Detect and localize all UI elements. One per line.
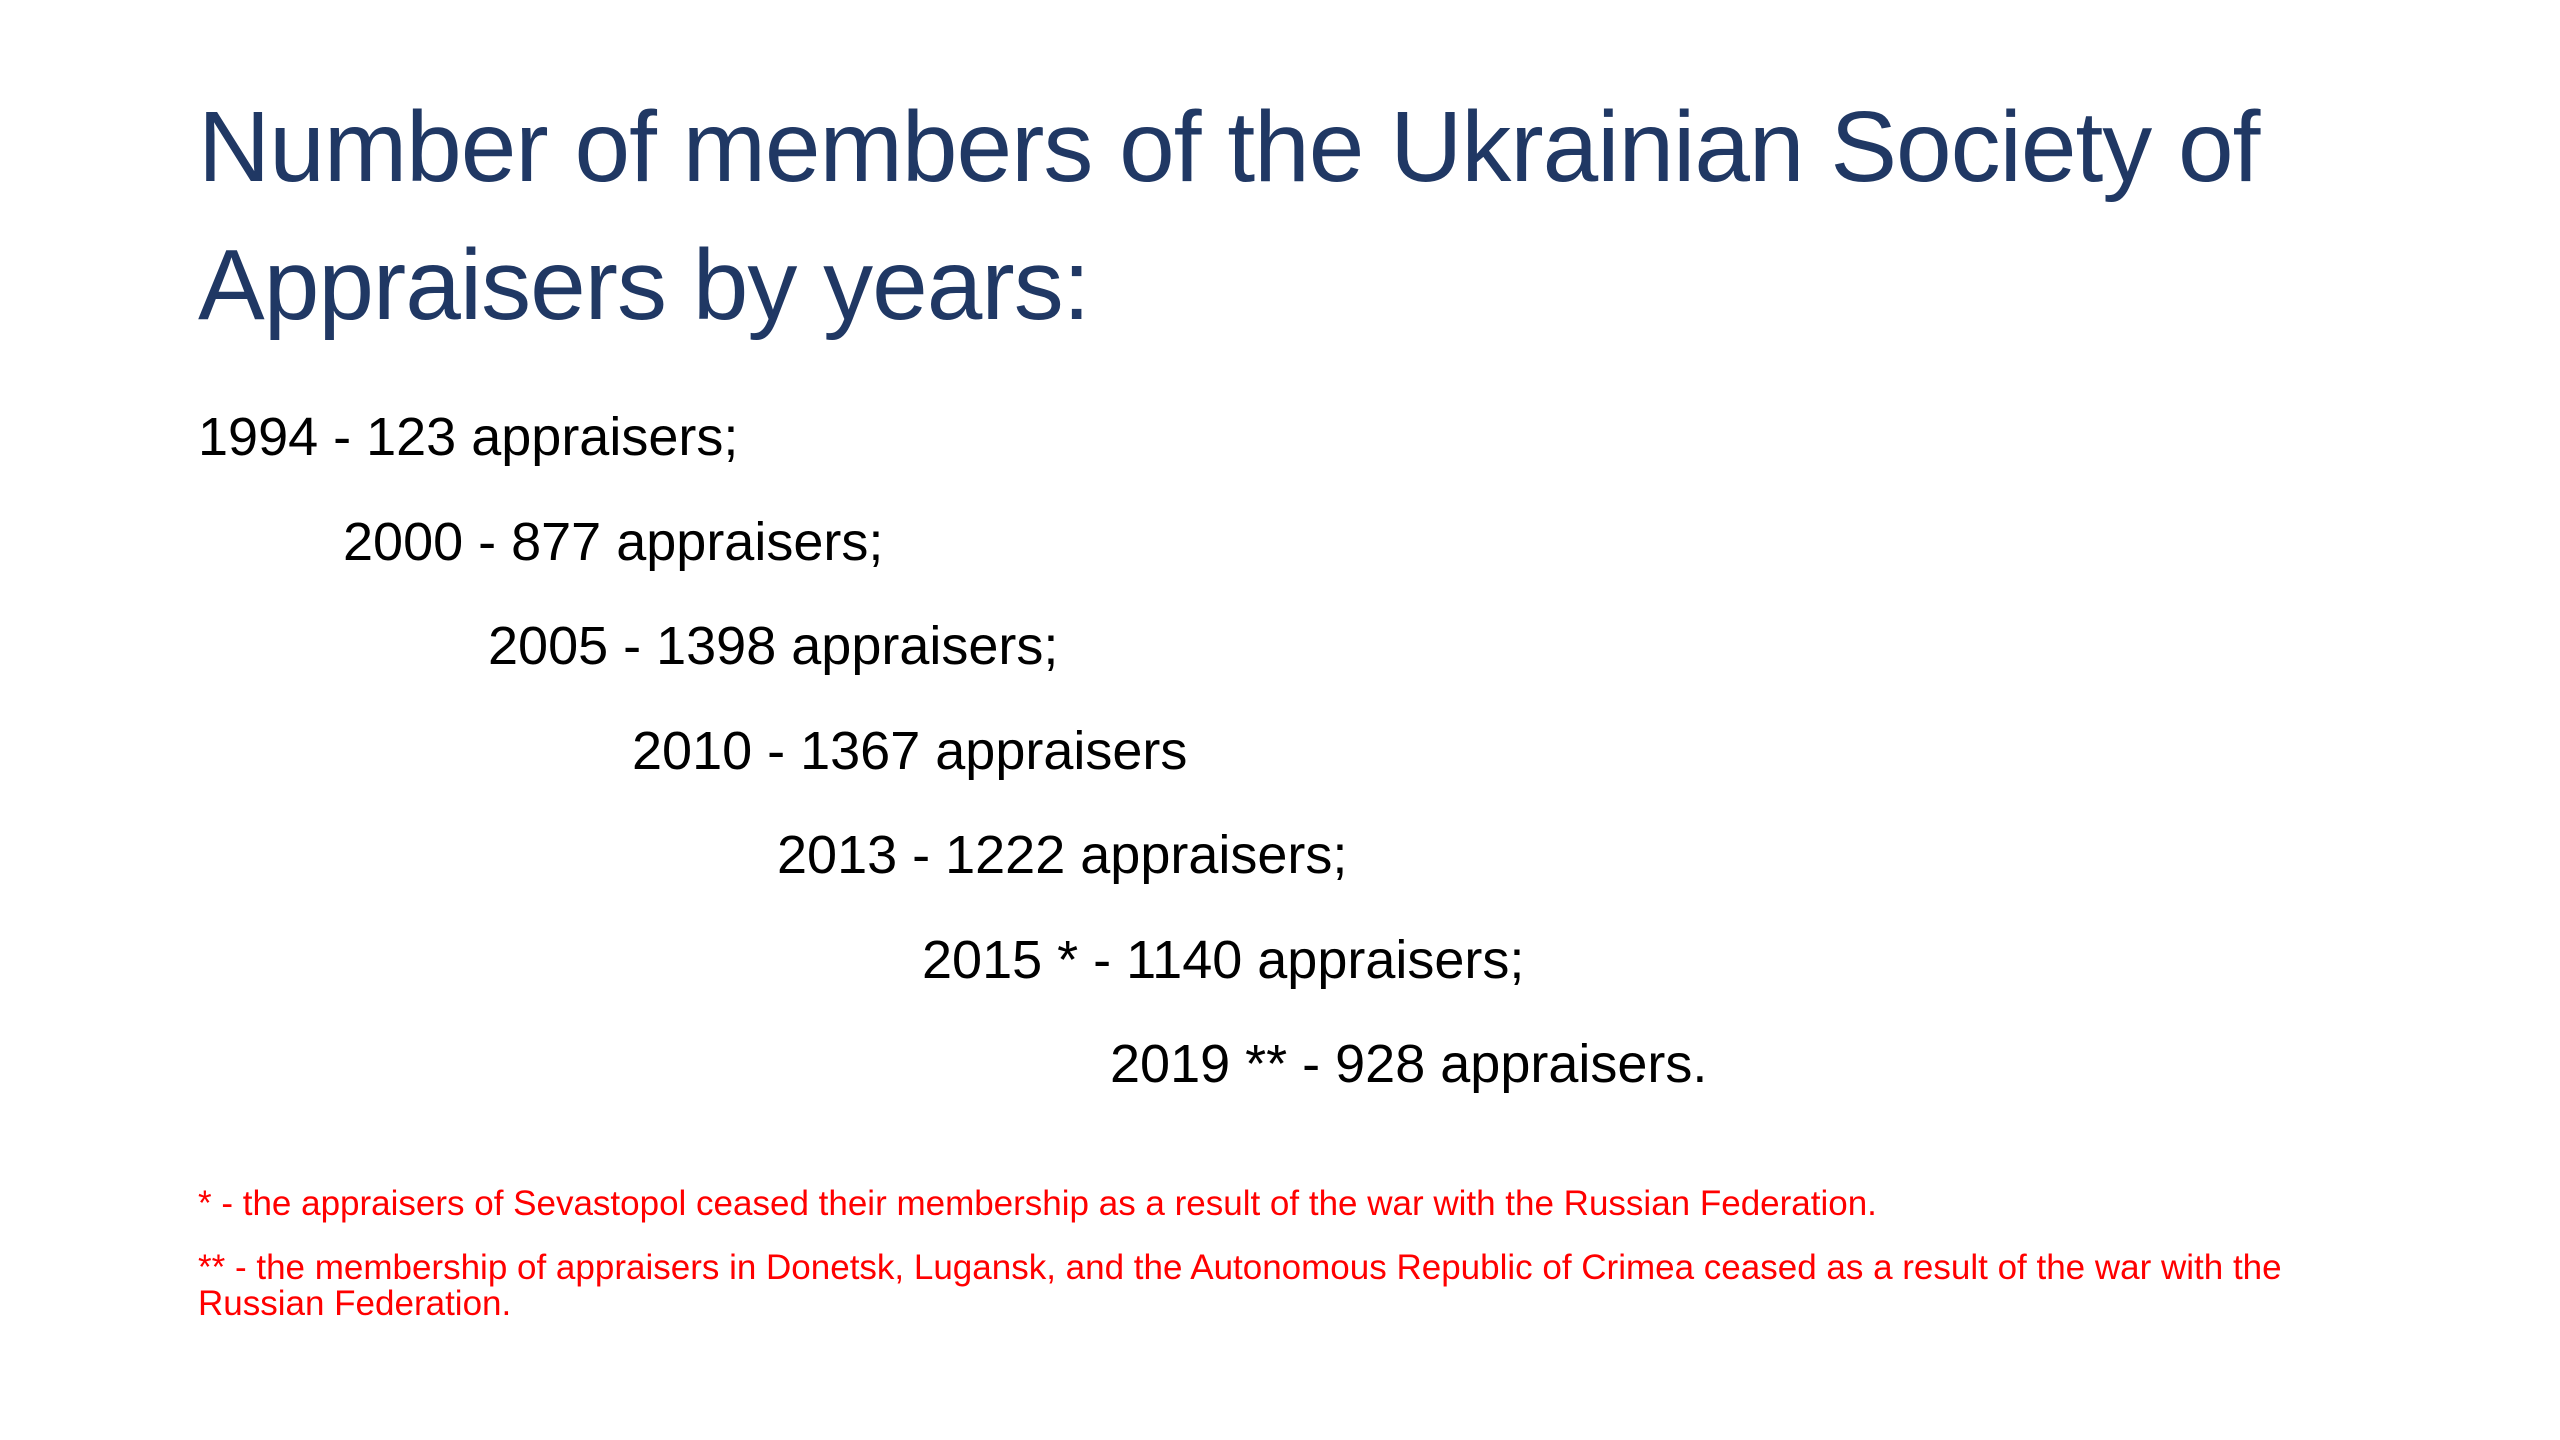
entry-line: 2000 - 877 appraisers; [343,511,884,572]
entry-line: 2013 - 1222 appraisers; [777,825,1348,885]
entry-line: 2015 * - 1140 appraisers; [922,929,1525,990]
entry-line: 2010 - 1367 appraisers [632,720,1188,781]
footnote: ** - the membership of appraisers in Don… [198,1248,2282,1323]
footnote: * - the appraisers of Sevastopol ceased … [198,1184,1877,1223]
slide-title: Number of members of the Ukrainian Socie… [198,91,2260,341]
entry-line: 1994 - 123 appraisers; [198,407,739,467]
entry-line: 2019 ** - 928 appraisers. [1110,1034,1708,1094]
entry-line: 2005 - 1398 appraisers; [488,616,1059,676]
